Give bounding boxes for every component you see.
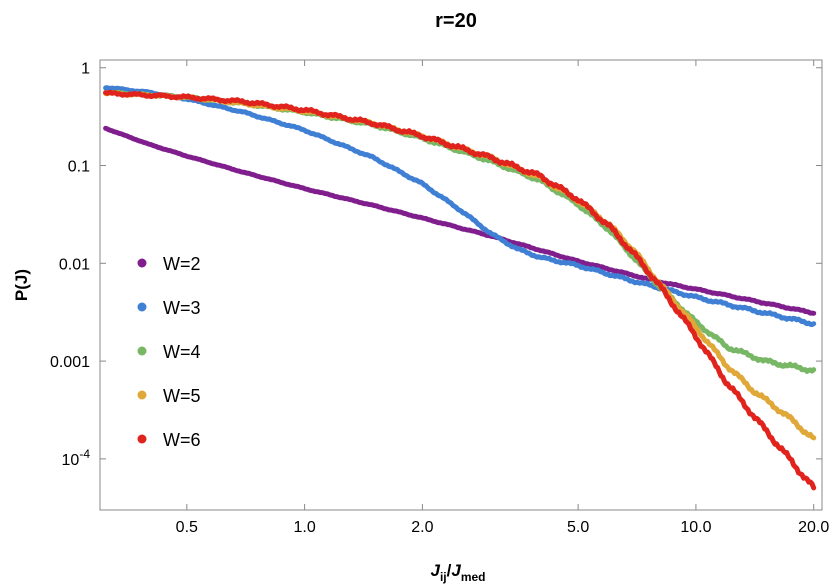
y-tick-label: 10-4 [62,447,91,469]
legend-label: W=6 [163,430,201,450]
y-tick-label: 0.01 [59,256,90,273]
legend-label: W=2 [163,254,201,274]
x-axis-title-main2: J [451,561,461,580]
y-axis-title: P(J) [12,269,31,301]
x-axis-title-main: J [430,561,440,580]
series-line-w-6 [103,89,817,491]
y-tick-label: 0.1 [68,159,90,176]
legend-marker [137,390,147,400]
x-axis-title: Jij/Jmed [430,561,485,584]
y-tick-label-base: 10 [62,452,80,469]
x-tick-label: 2.0 [411,519,433,536]
y-tick-label-base: 0.1 [68,159,90,176]
y-tick-label: 1 [81,61,90,78]
legend-label: W=4 [163,342,201,362]
y-tick-label-exponent: -4 [79,447,90,461]
y-tick-label: 0.001 [50,354,90,371]
x-axis-title-sub1: ij [440,570,447,584]
legend-marker [137,258,147,268]
x-tick-label: 20.0 [798,519,829,536]
y-axis: 1 0.1 0.01 0.001 10-4 [50,61,822,469]
plot-frame [99,59,823,511]
legend-label: W=5 [163,386,201,406]
legend: W=2 W=3 W=4 W=5 W=6 [137,254,201,450]
x-tick-label: 5.0 [567,519,589,536]
series-line-w-4 [103,89,817,374]
x-tick-label: 0.5 [176,519,198,536]
series-layer [103,85,817,491]
series-line-w-2 [103,125,817,316]
legend-label: W=3 [163,298,201,318]
x-axis-title-sub2: med [461,570,486,584]
y-tick-label-base: 0.001 [50,354,90,371]
y-tick-label-base: 1 [81,61,90,78]
y-tick-label-base: 0.01 [59,256,90,273]
chart-title: r=20 [435,10,477,32]
x-tick-label: 10.0 [680,519,711,536]
legend-marker [137,434,147,444]
x-axis-title-sep: / [447,561,452,580]
x-tick-label: 1.0 [293,519,315,536]
series-line-w-3 [103,85,817,328]
legend-marker [137,346,147,356]
legend-marker [137,302,147,312]
x-axis: 0.5 1.0 2.0 5.0 10.0 20.0 [176,60,829,536]
